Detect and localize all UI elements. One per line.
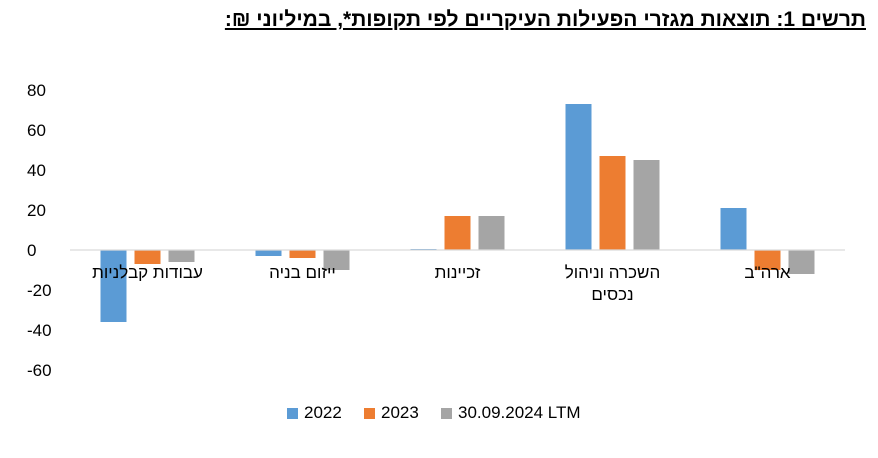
category-label: השכרה וניהול <box>565 263 660 282</box>
bars <box>100 104 815 322</box>
category-label: עבודות קבלניות <box>92 263 203 282</box>
bar-2022-0 <box>100 250 127 322</box>
chart-title: תרשים 1: תוצאות מגזרי הפעילות העיקריים ל… <box>224 8 866 31</box>
category-label: נכסים <box>591 285 633 304</box>
y-tick-label: 20 <box>27 201 46 220</box>
legend-swatch <box>441 408 452 419</box>
bar-2023-3 <box>599 156 626 250</box>
category-label: זכיינות <box>435 263 481 282</box>
bar-30-09-2024-LTM-3 <box>633 160 660 250</box>
category-label: ארה"ב <box>744 263 791 282</box>
legend: 2022 2023 30.09.2024 LTM <box>287 403 581 422</box>
y-tick-label: 0 <box>27 241 36 260</box>
legend-label: 30.09.2024 LTM <box>458 403 581 422</box>
y-tick-label: -20 <box>27 281 52 300</box>
category-label: ייזום בניה <box>269 263 336 282</box>
bar-2022-4 <box>720 208 747 250</box>
bar-2023-0 <box>134 250 161 264</box>
bar-2022-3 <box>565 104 592 250</box>
bar-2023-4 <box>754 250 781 270</box>
y-tick-label: 80 <box>27 81 46 100</box>
y-tick-label: -40 <box>27 321 52 340</box>
legend-swatch <box>364 408 375 419</box>
y-tick-label: 60 <box>27 121 46 140</box>
bar-30-09-2024-LTM-1 <box>323 250 350 270</box>
y-tick-label: -60 <box>27 361 52 380</box>
y-axis-ticks: 80 60 40 20 0 -20 -40 -60 <box>27 81 52 380</box>
legend-label: 2023 <box>381 403 419 422</box>
bar-2022-1 <box>255 250 282 256</box>
legend-label: 2022 <box>304 403 342 422</box>
bar-30-09-2024-LTM-0 <box>168 250 195 262</box>
bar-2023-1 <box>289 250 316 258</box>
category-labels: עבודות קבלניות ייזום בניה זכיינות השכרה וני… <box>92 263 791 304</box>
bar-2023-2 <box>444 216 471 250</box>
bar-30-09-2024-LTM-4 <box>788 250 815 274</box>
y-tick-label: 40 <box>27 161 46 180</box>
legend-swatch <box>287 408 298 419</box>
bar-30-09-2024-LTM-2 <box>478 216 505 250</box>
